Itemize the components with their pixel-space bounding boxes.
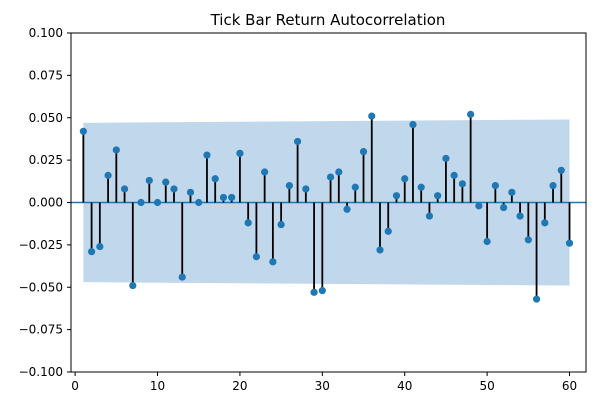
marker-lag-30 bbox=[318, 287, 326, 295]
marker-lag-58 bbox=[549, 181, 557, 190]
marker-lag-14 bbox=[186, 188, 195, 196]
marker-lag-57 bbox=[541, 219, 549, 227]
marker-lag-13 bbox=[178, 273, 186, 281]
y-tick-label: −0.075 bbox=[19, 323, 63, 337]
marker-lag-39 bbox=[392, 192, 401, 200]
marker-lag-25 bbox=[277, 220, 285, 229]
marker-lag-18 bbox=[219, 193, 228, 202]
marker-lag-42 bbox=[417, 183, 425, 191]
x-tick-label: 50 bbox=[479, 379, 494, 393]
marker-lag-43 bbox=[425, 212, 434, 220]
marker-lag-7 bbox=[129, 281, 137, 290]
marker-lag-45 bbox=[442, 154, 450, 163]
marker-lag-19 bbox=[228, 193, 236, 202]
marker-lag-53 bbox=[508, 188, 516, 196]
marker-lag-60 bbox=[565, 239, 574, 247]
marker-lag-31 bbox=[326, 173, 335, 181]
marker-lag-4 bbox=[104, 171, 112, 179]
x-ticks-layer: 0 10 20 30 40 50 60 bbox=[71, 372, 577, 393]
marker-lag-6 bbox=[120, 185, 129, 193]
y-tick-label: 0.050 bbox=[29, 111, 63, 125]
marker-lag-59 bbox=[557, 166, 565, 174]
marker-lag-2 bbox=[88, 248, 96, 256]
marker-lag-10 bbox=[153, 198, 162, 207]
marker-lag-21 bbox=[244, 219, 252, 227]
marker-lag-1 bbox=[79, 127, 87, 135]
chart-title: Tick Bar Return Autocorrelation bbox=[210, 11, 446, 29]
marker-lag-52 bbox=[500, 203, 508, 212]
marker-lag-55 bbox=[524, 236, 532, 244]
y-tick-label: 0.025 bbox=[29, 153, 63, 167]
marker-lag-16 bbox=[203, 151, 211, 159]
marker-lag-49 bbox=[475, 202, 483, 210]
y-ticks-layer: −0.100 −0.075 −0.050 −0.025 0.000 0.025 0.050 0… bbox=[19, 26, 71, 379]
marker-lag-9 bbox=[145, 176, 153, 185]
markers-layer bbox=[79, 110, 574, 303]
x-tick-label: 0 bbox=[71, 379, 79, 393]
marker-lag-24 bbox=[269, 258, 277, 266]
marker-lag-8 bbox=[137, 198, 145, 207]
x-tick-label: 20 bbox=[232, 379, 247, 393]
marker-lag-27 bbox=[294, 137, 302, 146]
y-tick-label: −0.100 bbox=[19, 365, 63, 379]
marker-lag-40 bbox=[401, 175, 409, 183]
x-tick-label: 60 bbox=[562, 379, 577, 393]
marker-lag-20 bbox=[236, 149, 244, 157]
marker-lag-33 bbox=[343, 205, 351, 213]
y-tick-label: 0.100 bbox=[29, 26, 63, 40]
marker-lag-12 bbox=[170, 185, 178, 193]
marker-lag-34 bbox=[351, 183, 359, 191]
marker-lag-41 bbox=[409, 120, 417, 129]
marker-lag-32 bbox=[335, 168, 343, 176]
marker-lag-5 bbox=[112, 146, 120, 154]
marker-lag-36 bbox=[368, 112, 376, 120]
marker-lag-28 bbox=[302, 185, 310, 193]
marker-lag-29 bbox=[310, 288, 318, 296]
x-tick-label: 40 bbox=[397, 379, 412, 393]
marker-lag-44 bbox=[434, 192, 442, 200]
x-tick-label: 30 bbox=[315, 379, 330, 393]
marker-lag-50 bbox=[483, 237, 491, 246]
marker-lag-3 bbox=[96, 242, 104, 251]
marker-lag-35 bbox=[359, 148, 368, 156]
y-tick-label: −0.025 bbox=[19, 238, 63, 252]
y-tick-label: 0.075 bbox=[29, 68, 63, 82]
marker-lag-22 bbox=[252, 253, 260, 261]
marker-lag-56 bbox=[532, 295, 541, 303]
marker-lag-47 bbox=[458, 180, 466, 188]
y-tick-label: 0.000 bbox=[29, 196, 63, 210]
marker-lag-48 bbox=[467, 110, 475, 118]
x-tick-label: 10 bbox=[150, 379, 165, 393]
marker-lag-51 bbox=[491, 181, 499, 190]
marker-lag-38 bbox=[384, 227, 392, 235]
marker-lag-23 bbox=[261, 168, 269, 176]
marker-lag-15 bbox=[195, 198, 203, 207]
marker-lag-46 bbox=[450, 171, 458, 179]
marker-lag-26 bbox=[285, 181, 293, 190]
marker-lag-17 bbox=[211, 175, 219, 183]
marker-lag-37 bbox=[376, 246, 384, 254]
y-tick-label: −0.050 bbox=[19, 280, 63, 294]
marker-lag-11 bbox=[162, 178, 170, 186]
marker-lag-54 bbox=[516, 212, 524, 220]
